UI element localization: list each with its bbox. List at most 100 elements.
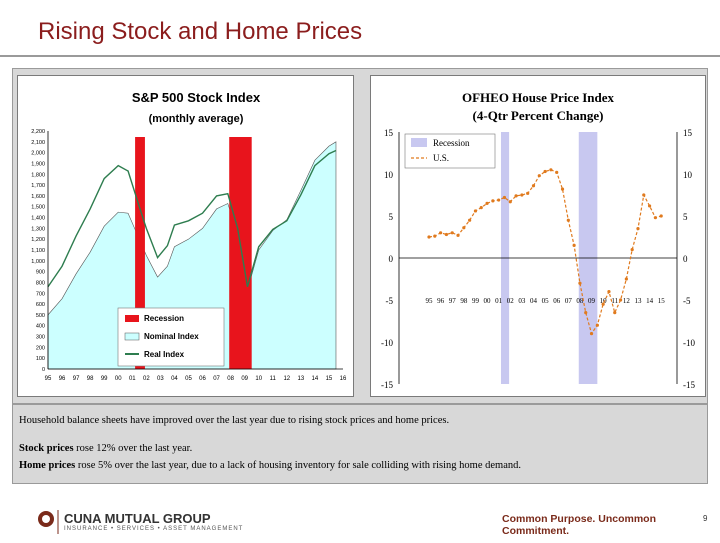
hpi-us-point (433, 234, 437, 238)
sp500-y-tick-label: 200 (36, 345, 45, 351)
hpi-y-tick-left: 0 (389, 254, 394, 264)
sp500-x-tick-label: 03 (157, 376, 164, 382)
hpi-us-point (653, 216, 657, 220)
caption-line-3: Home prices rose 5% over the last year, … (19, 460, 521, 471)
hpi-legend: Recession U.S. (404, 133, 496, 169)
hpi-us-point (584, 311, 588, 315)
hpi-us-point (531, 184, 536, 188)
sp500-y-tick-label: 1,400 (31, 216, 45, 222)
recession-bar-0 (135, 137, 145, 369)
caption-line-1: Household balance sheets have improved o… (19, 415, 450, 426)
caption-home-label: Home prices (19, 460, 76, 471)
sp500-x-tick-label: 96 (59, 376, 66, 382)
hpi-x-tick-label: 05 (542, 297, 550, 305)
sp500-y-tick-label: 1,900 (31, 161, 45, 167)
hpi-chart-subtitle: (4-Qtr Percent Change) (473, 108, 604, 123)
sp500-x-tick-label: 95 (45, 376, 52, 382)
hpi-y-tick-left: 10 (384, 170, 394, 180)
sp500-y-tick-label: 1,200 (31, 237, 45, 243)
sp500-legend-swatch-0 (125, 315, 139, 322)
sp500-y-tick-label: 800 (36, 280, 45, 286)
hpi-x-tick-label: 98 (460, 297, 468, 305)
hpi-us-point (508, 200, 512, 204)
caption-stock-label: Stock prices (19, 443, 74, 454)
sp500-y-tick-label: 900 (36, 270, 45, 276)
sp500-chart-subtitle: (monthly average) (149, 113, 244, 125)
hpi-us-point (520, 193, 524, 197)
company-subtitle: INSURANCE • SERVICES • ASSET MANAGEMENT (64, 526, 244, 532)
hpi-x-tick-label: 02 (507, 297, 515, 305)
hpi-y-tick-right: -15 (683, 380, 695, 390)
real-index-line (47, 149, 337, 288)
hpi-us-point (618, 298, 623, 302)
sp500-legend-label: Nominal Index (144, 332, 199, 341)
hpi-us-point (555, 170, 559, 174)
sp500-x-tick-label: 99 (101, 376, 108, 382)
hpi-us-point (659, 214, 663, 218)
slide-title: Rising Stock and Home Prices (38, 18, 363, 45)
hpi-x-tick-label: 11 (611, 297, 618, 305)
hpi-x-tick-label: 09 (588, 297, 596, 305)
hpi-x-tick-label: 00 (484, 297, 492, 305)
hpi-us-point (485, 201, 489, 205)
hpi-x-tick-label: 04 (530, 297, 538, 305)
caption-home-text: rose 5% over the last year, due to a lac… (75, 460, 521, 471)
hpi-x-tick-label: 96 (437, 297, 445, 305)
hpi-x-tick-label: 01 (495, 297, 503, 305)
hpi-us-point (601, 302, 605, 306)
hpi-y-tick-right: 10 (683, 170, 693, 180)
hpi-us-point (444, 232, 449, 237)
sp500-x-tick-label: 05 (185, 376, 192, 382)
hpi-us-point (624, 277, 628, 281)
hpi-us-point (473, 209, 478, 213)
hpi-us-point (502, 195, 507, 200)
sp500-y-tick-label: 600 (36, 302, 45, 308)
company-logo: CUNA MUTUAL GROUP (34, 508, 264, 543)
sp500-y-tick-label: 0 (42, 367, 45, 373)
sp500-x-tick-label: 16 (340, 376, 347, 382)
sp500-y-tick-label: 500 (36, 313, 45, 319)
hpi-x-tick-label: 13 (634, 297, 642, 305)
hpi-us-point (526, 191, 530, 195)
hpi-us-point (589, 332, 594, 336)
hpi-us-point (595, 323, 599, 327)
hpi-us-point (456, 233, 460, 237)
hpi-legend-swatch-0 (411, 138, 427, 147)
sp500-legend-label: Real Index (144, 350, 185, 359)
hpi-y-tick-right: -5 (683, 296, 691, 306)
hpi-chart: OFHEO House Price Index (4-Qtr Percent C… (370, 75, 706, 397)
hpi-x-tick-label: 07 (565, 297, 573, 305)
logo-mark-icon: CUNA MUTUAL GROUP (38, 510, 211, 534)
hpi-y-tick-right: -10 (683, 338, 695, 348)
hpi-chart-svg: OFHEO House Price Index (4-Qtr Percent C… (381, 90, 695, 390)
hpi-us-point (549, 168, 553, 172)
title-divider (0, 55, 720, 57)
sp500-x-tick-label: 12 (283, 376, 290, 382)
hpi-x-tick-label: 08 (576, 297, 584, 305)
sp500-x-tick-label: 11 (270, 376, 277, 382)
sp500-y-tick-label: 1,100 (31, 248, 45, 254)
hpi-us-point (427, 235, 431, 239)
sp500-chart-title: S&P 500 Stock Index (132, 90, 261, 105)
sp500-y-tick-label: 700 (36, 291, 45, 297)
sp500-x-tick-label: 15 (326, 376, 333, 382)
sp500-y-tick-label: 1,600 (31, 194, 45, 200)
hpi-us-point (543, 169, 547, 174)
sp500-x-tick-label: 01 (129, 376, 136, 382)
hpi-x-tick-label: 97 (449, 297, 457, 305)
hpi-us-point (607, 290, 611, 294)
sp500-legend-swatch-1 (124, 332, 140, 341)
sp500-x-tick-label: 09 (241, 376, 248, 382)
hpi-us-point (566, 218, 570, 222)
sp500-y-tick-label: 2,200 (31, 129, 45, 135)
caption-stock-text: rose 12% over the last year. (73, 443, 193, 454)
hpi-x-tick-label: 99 (472, 297, 480, 305)
hpi-y-tick-right: 0 (683, 254, 688, 264)
hpi-us-point (479, 206, 483, 210)
hpi-us-line (428, 169, 662, 335)
tagline: Common Purpose. Uncommon Commitment. (502, 513, 657, 537)
hpi-us-point (497, 198, 501, 202)
hpi-x-tick-label: 03 (518, 297, 526, 305)
sp500-legend: Recession Nominal Index Real Index (117, 307, 225, 367)
